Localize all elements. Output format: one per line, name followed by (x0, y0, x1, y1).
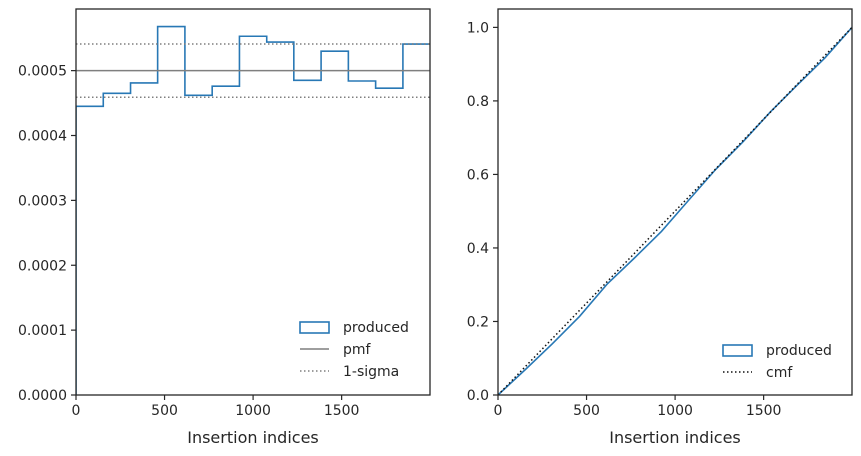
series-cmf-line (498, 26, 852, 395)
x-tick-label: 1000 (235, 403, 271, 419)
y-tick-label: 0.0005 (18, 64, 67, 80)
legend-pmf-label: pmf (343, 342, 372, 358)
y-tick-label: 0.0004 (18, 129, 67, 145)
plot-area (76, 25, 430, 395)
x-tick-label: 500 (151, 403, 178, 419)
legend-cmf-label: cmf (766, 365, 793, 381)
y-tick-label: 0.0 (467, 388, 489, 404)
y-tick-label: 0.6 (467, 167, 489, 183)
y-tick-label: 0.4 (467, 241, 489, 257)
x-tick-label: 1500 (746, 403, 782, 419)
legend-produced-swatch (299, 321, 330, 334)
legend-produced-label: produced (766, 343, 832, 359)
x-axis-label: Insertion indices (609, 428, 741, 447)
y-tick-label: 0.2 (467, 314, 489, 330)
x-tick-label: 0 (72, 403, 81, 419)
y-tick-label: 0.0001 (18, 323, 67, 339)
y-tick-label: 0.0002 (18, 258, 67, 274)
legend: produced pmf 1-sigma (299, 320, 409, 380)
legend: produced cmf (722, 343, 832, 381)
series-produced-step (76, 25, 430, 395)
y-tick-label: 0.8 (467, 94, 489, 110)
y-tick-label: 0.0000 (18, 388, 67, 404)
y-tick-label: 1.0 (467, 20, 489, 36)
y-tick-label: 0.0003 (18, 193, 67, 209)
pmf-histogram-panel: 0 500 1000 1500 0.0000 0.0001 0.0002 0.0003 0.00… (18, 8, 431, 447)
cmf-panel: 0 500 1000 1500 0.0 0.2 0.4 0.6 0.8 1.0 Insertion … (467, 8, 853, 447)
x-tick-label: 1000 (657, 403, 693, 419)
x-tick-label: 500 (573, 403, 600, 419)
x-tick-label: 1500 (324, 403, 360, 419)
x-axis-label: Insertion indices (187, 428, 319, 447)
legend-produced-swatch (722, 344, 753, 357)
legend-produced-label: produced (343, 320, 409, 336)
x-tick-label: 0 (494, 403, 503, 419)
legend-1-sigma-label: 1-sigma (343, 364, 399, 380)
axes-frame (497, 8, 853, 396)
plot-area (498, 26, 852, 395)
axes-frame (75, 8, 431, 396)
